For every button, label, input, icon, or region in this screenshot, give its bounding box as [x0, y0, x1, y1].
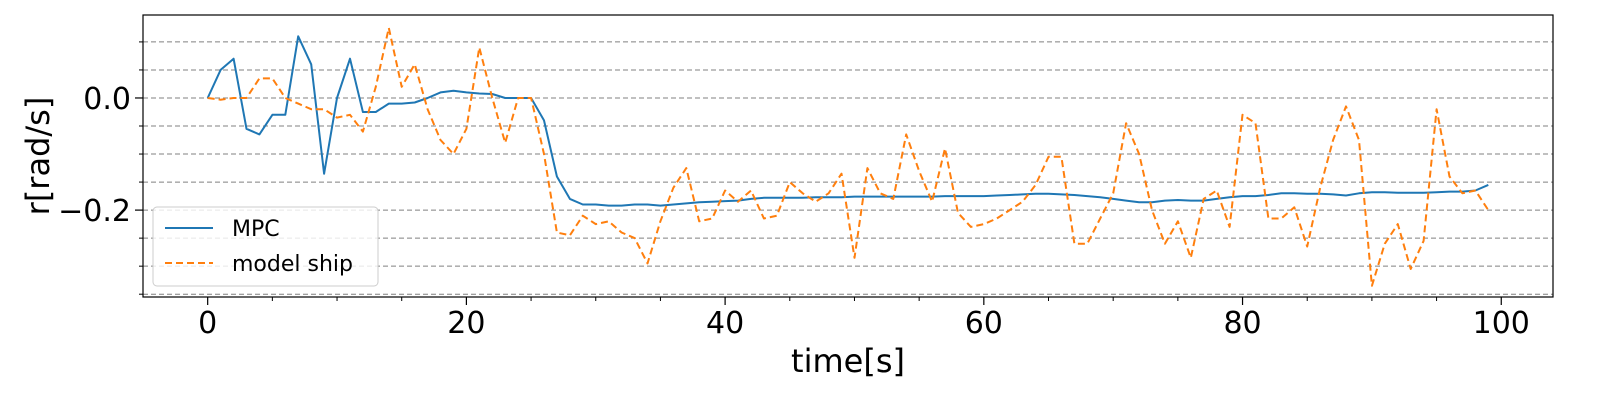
legend-label-mpc: MPC	[232, 217, 280, 242]
y-tick-label: −0.2	[58, 194, 131, 229]
x-tick-label: 80	[1223, 306, 1261, 341]
y-tick-label: 0.0	[83, 82, 131, 117]
legend: MPC model ship	[152, 206, 379, 287]
plot-frame	[142, 14, 1554, 298]
y-axis-label: r[rad/s]	[19, 97, 57, 216]
x-tick-label: 60	[965, 306, 1003, 341]
legend-box	[152, 206, 379, 287]
series-line-mpc	[206, 35, 1489, 207]
x-tick-label: 20	[447, 306, 485, 341]
tick-labels: 0.0 −0.2 0 20 40 60 80 100	[58, 82, 1530, 341]
series-lines	[206, 26, 1490, 287]
x-axis-label: time[s]	[791, 342, 905, 380]
x-tick-label: 0	[198, 306, 217, 341]
series-line-model-ship	[207, 26, 1490, 287]
legend-label-model-ship: model ship	[232, 252, 353, 277]
x-tick-label: 100	[1473, 306, 1530, 341]
x-tick-label: 40	[706, 306, 744, 341]
axis-ticks	[135, 41, 1502, 305]
